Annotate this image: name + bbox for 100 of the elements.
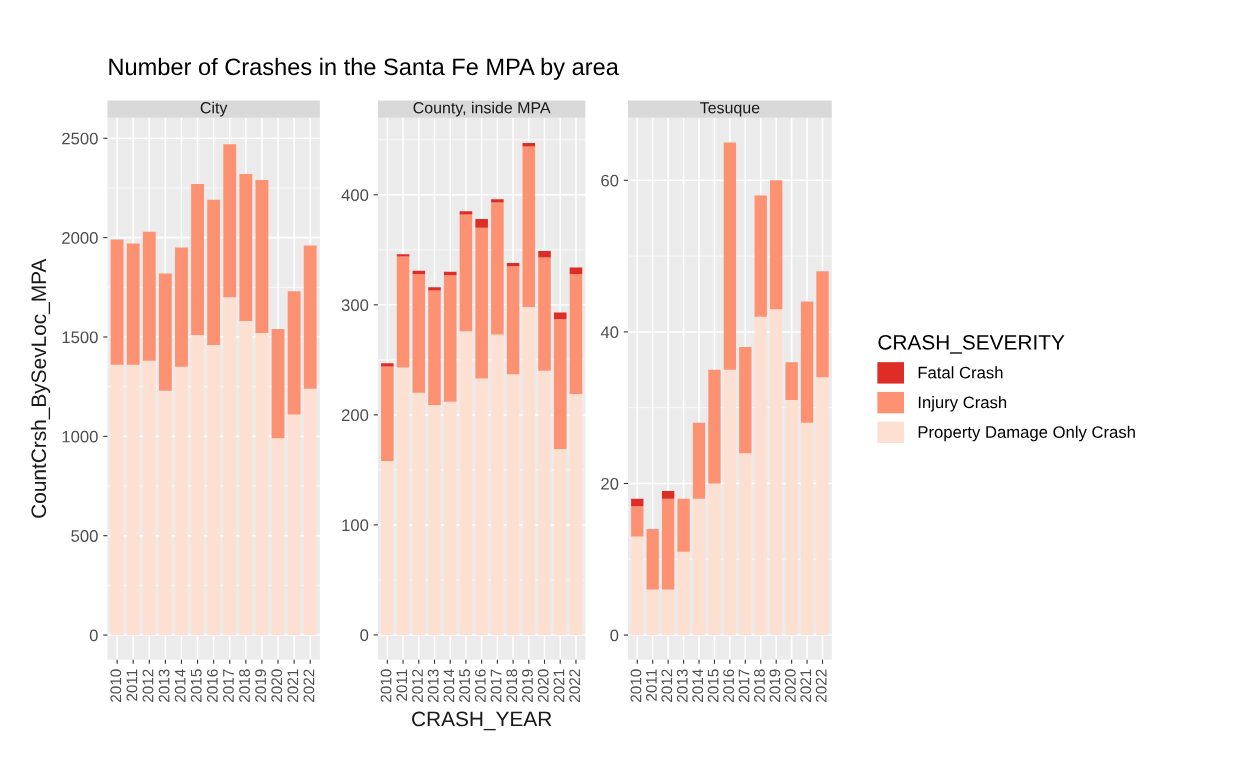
y-tick-label: 400 bbox=[341, 189, 369, 202]
bar bbox=[255, 180, 269, 333]
x-tick-label: 2022 bbox=[303, 669, 315, 702]
x-tick-label: 2020 bbox=[784, 669, 796, 702]
bar bbox=[661, 589, 675, 636]
bar bbox=[770, 309, 783, 636]
y-tick-label: 200 bbox=[341, 409, 369, 422]
bar bbox=[569, 393, 583, 635]
bar bbox=[692, 422, 706, 499]
bar bbox=[491, 202, 504, 335]
bar bbox=[631, 536, 644, 636]
y-tick-label: 0 bbox=[360, 629, 369, 642]
bar bbox=[522, 146, 536, 308]
x-tick-label: 2018 bbox=[506, 669, 518, 702]
x-tick-label: 2016 bbox=[723, 669, 734, 702]
x-axis-title: CRASH_YEAR bbox=[412, 711, 552, 731]
bar bbox=[692, 498, 706, 636]
legend-label: Injury Crash bbox=[918, 396, 1007, 412]
y-tick-label: 60 bbox=[601, 174, 619, 187]
x-tick-label: 2012 bbox=[661, 669, 673, 702]
bar bbox=[158, 390, 172, 636]
bar bbox=[491, 199, 504, 203]
x-tick-label: 2018 bbox=[239, 669, 250, 702]
x-tick-label: 2020 bbox=[271, 669, 283, 702]
y-tick-label: 2000 bbox=[62, 232, 98, 244]
bar bbox=[428, 287, 441, 291]
bar bbox=[646, 589, 659, 636]
y-tick-label: 100 bbox=[342, 519, 369, 532]
bar bbox=[459, 331, 473, 635]
x-tick-label: 2017 bbox=[738, 669, 750, 702]
bar bbox=[646, 528, 659, 590]
x-tick-label: 2014 bbox=[174, 669, 186, 702]
legend-label: Fatal Crash bbox=[918, 366, 1003, 379]
bar bbox=[816, 377, 829, 636]
x-tick-label: 2010 bbox=[630, 669, 642, 702]
x-tick-label: 2011 bbox=[645, 669, 657, 701]
bar bbox=[723, 369, 737, 636]
bar bbox=[661, 498, 675, 590]
bar bbox=[522, 307, 536, 635]
x-tick-label: 2021 bbox=[800, 669, 812, 702]
bar bbox=[175, 247, 188, 367]
x-tick-label: 2022 bbox=[815, 669, 827, 702]
bar bbox=[303, 245, 317, 389]
x-tick-label: 2012 bbox=[412, 669, 423, 702]
bar bbox=[491, 334, 504, 635]
x-tick-label: 2019 bbox=[522, 669, 533, 702]
x-tick-label: 2018 bbox=[754, 669, 765, 702]
bar bbox=[303, 388, 317, 636]
x-tick-label: 2014 bbox=[443, 669, 455, 702]
bar bbox=[223, 297, 237, 636]
bar bbox=[800, 422, 814, 636]
bar bbox=[110, 364, 124, 636]
bar bbox=[631, 506, 644, 537]
y-tick-label: 40 bbox=[600, 326, 619, 339]
bar bbox=[459, 211, 473, 215]
bar bbox=[207, 344, 221, 636]
bar bbox=[239, 321, 253, 636]
x-tick-label: 2010 bbox=[110, 669, 122, 702]
bar bbox=[661, 491, 675, 499]
x-tick-label: 2015 bbox=[459, 669, 471, 702]
y-tick-label: 0 bbox=[610, 629, 619, 642]
bar bbox=[475, 378, 488, 635]
bar bbox=[443, 275, 457, 402]
bar bbox=[287, 291, 301, 415]
bar bbox=[271, 438, 285, 636]
bar bbox=[381, 461, 394, 635]
x-tick-label: 2020 bbox=[537, 669, 549, 702]
y-tick-label: 300 bbox=[341, 299, 369, 312]
bar bbox=[739, 347, 752, 454]
bar bbox=[239, 174, 253, 322]
bar bbox=[538, 250, 551, 258]
bar bbox=[459, 214, 473, 332]
bar bbox=[506, 374, 520, 635]
x-tick-label: 2011 bbox=[396, 669, 408, 701]
y-tick-label: 500 bbox=[71, 530, 98, 542]
bar bbox=[126, 364, 140, 636]
bar bbox=[191, 334, 204, 636]
y-tick-label: 2500 bbox=[62, 132, 98, 145]
x-tick-label: 2019 bbox=[255, 669, 267, 702]
bar bbox=[443, 401, 457, 635]
bar bbox=[475, 219, 488, 228]
y-tick-label: 0 bbox=[89, 629, 98, 642]
x-tick-label: 2017 bbox=[490, 669, 502, 702]
bar bbox=[723, 142, 737, 370]
bar bbox=[142, 360, 156, 636]
x-tick-label: 2017 bbox=[223, 669, 234, 702]
bar bbox=[255, 333, 269, 636]
bar bbox=[553, 448, 567, 635]
bar bbox=[553, 312, 567, 320]
bar bbox=[754, 316, 767, 636]
bar bbox=[800, 301, 814, 423]
bar bbox=[428, 290, 441, 405]
x-tick-label: 2012 bbox=[142, 669, 154, 702]
bar bbox=[770, 180, 783, 310]
x-tick-label: 2016 bbox=[206, 669, 218, 702]
chart-subtitle: City bbox=[200, 101, 228, 117]
bar bbox=[396, 367, 410, 635]
bar bbox=[207, 199, 221, 345]
chart-title: Number of Crashes in the Santa Fe MPA by area bbox=[109, 57, 619, 80]
bar bbox=[175, 366, 188, 636]
